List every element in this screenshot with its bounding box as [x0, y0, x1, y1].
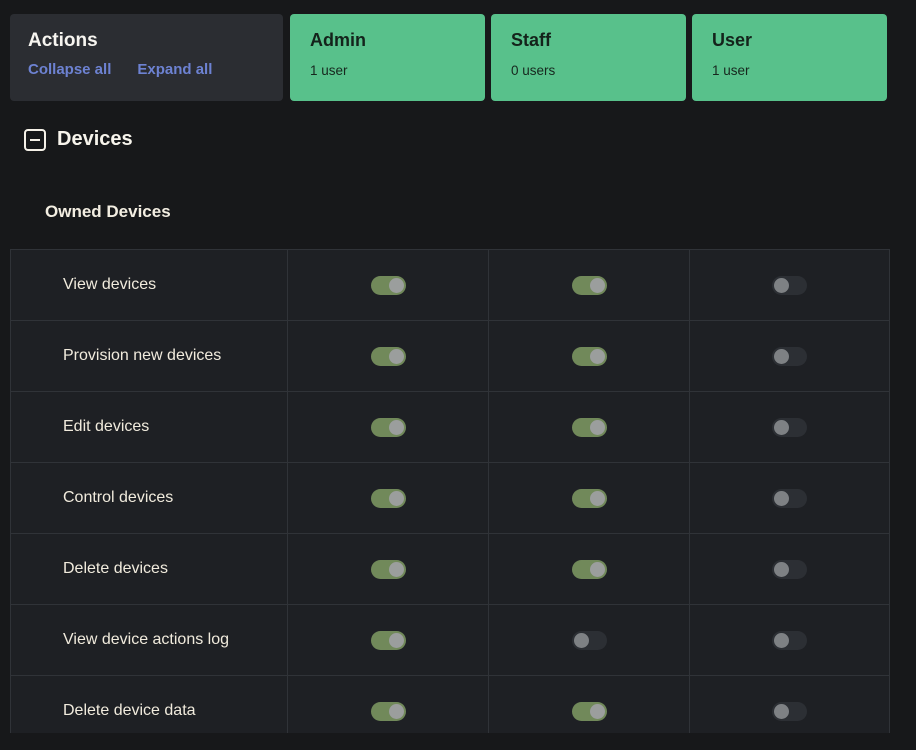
collapse-all-link[interactable]: Collapse all — [28, 61, 112, 78]
staff-toggle[interactable] — [571, 559, 607, 579]
permissions-table: View devices Provision new devices Edit de… — [10, 249, 890, 733]
role-count: 0 users — [511, 63, 556, 78]
header-row: Actions Collapse all Expand all Admin 1 … — [0, 0, 916, 101]
devices-section-header: Devices — [24, 128, 916, 151]
toggle-knob — [774, 348, 789, 364]
role-card-admin[interactable]: Admin 1 user — [290, 14, 485, 101]
toggle-knob — [388, 632, 404, 648]
toggle-knob — [589, 348, 605, 364]
toggle-knob — [589, 419, 605, 435]
permission-row: Delete devices — [11, 534, 889, 605]
toggle-knob — [388, 561, 404, 577]
permission-label: Edit devices — [63, 418, 150, 435]
admin-toggle[interactable] — [370, 346, 406, 366]
admin-toggle[interactable] — [370, 417, 406, 437]
toggle-knob — [388, 348, 404, 364]
toggle-knob — [589, 561, 605, 577]
staff-toggle[interactable] — [571, 701, 607, 721]
toggle-knob — [589, 490, 605, 506]
permission-label: Delete device data — [63, 702, 196, 719]
actions-panel: Actions Collapse all Expand all — [10, 14, 283, 101]
toggle-cell-user — [689, 534, 889, 604]
permission-row: View devices — [11, 250, 889, 321]
admin-toggle[interactable] — [370, 559, 406, 579]
toggle-cell-admin — [287, 392, 488, 462]
actions-links: Collapse all Expand all — [28, 61, 265, 78]
user-toggle[interactable] — [772, 701, 807, 721]
toggle-cell-user — [689, 250, 889, 320]
toggle-cell-staff — [488, 463, 689, 533]
toggle-cell-user — [689, 676, 889, 733]
toggle-cell-admin — [287, 321, 488, 391]
toggle-knob — [774, 632, 789, 648]
toggle-cell-staff — [488, 676, 689, 733]
toggle-cell-user — [689, 605, 889, 675]
toggle-knob — [388, 277, 404, 293]
toggle-knob — [774, 703, 789, 719]
toggle-knob — [573, 632, 589, 648]
staff-toggle[interactable] — [571, 346, 607, 366]
toggle-knob — [388, 703, 404, 719]
toggle-cell-admin — [287, 676, 488, 733]
user-toggle[interactable] — [772, 346, 807, 366]
actions-panel-title: Actions — [28, 30, 98, 51]
toggle-cell-staff — [488, 321, 689, 391]
role-count: 1 user — [712, 63, 750, 78]
minus-square-icon[interactable] — [24, 128, 46, 151]
toggle-cell-staff — [488, 605, 689, 675]
permission-row: Delete device data — [11, 676, 889, 733]
role-name: User — [712, 30, 753, 50]
permission-row: View device actions log — [11, 605, 889, 676]
toggle-knob — [388, 419, 404, 435]
permission-label: View devices — [63, 276, 157, 293]
role-card-user[interactable]: User 1 user — [692, 14, 887, 101]
expand-all-link[interactable]: Expand all — [137, 61, 213, 78]
toggle-cell-admin — [287, 250, 488, 320]
toggle-cell-user — [689, 392, 889, 462]
staff-toggle[interactable] — [571, 488, 607, 508]
toggle-knob — [774, 561, 789, 577]
toggle-knob — [589, 703, 605, 719]
toggle-cell-admin — [287, 463, 488, 533]
toggle-cell-user — [689, 463, 889, 533]
toggle-cell-admin — [287, 605, 488, 675]
toggle-cell-admin — [287, 534, 488, 604]
permission-label: Delete devices — [63, 560, 168, 577]
role-name: Admin — [310, 30, 366, 50]
permission-label: Provision new devices — [63, 347, 222, 364]
admin-toggle[interactable] — [370, 275, 406, 295]
toggle-knob — [589, 277, 605, 293]
user-toggle[interactable] — [772, 559, 807, 579]
toggle-cell-staff — [488, 250, 689, 320]
permission-row: Edit devices — [11, 392, 889, 463]
toggle-knob — [388, 490, 404, 506]
admin-toggle[interactable] — [370, 630, 406, 650]
user-toggle[interactable] — [772, 417, 807, 437]
toggle-knob — [774, 277, 789, 293]
permission-row: Provision new devices — [11, 321, 889, 392]
staff-toggle[interactable] — [571, 275, 607, 295]
toggle-cell-user — [689, 321, 889, 391]
admin-toggle[interactable] — [370, 701, 406, 721]
permission-row: Control devices — [11, 463, 889, 534]
user-toggle[interactable] — [772, 275, 807, 295]
admin-toggle[interactable] — [370, 488, 406, 508]
user-toggle[interactable] — [772, 630, 807, 650]
role-count: 1 user — [310, 63, 348, 78]
staff-toggle[interactable] — [571, 417, 607, 437]
role-card-staff[interactable]: Staff 0 users — [491, 14, 686, 101]
permission-label: Control devices — [63, 489, 174, 506]
toggle-cell-staff — [488, 392, 689, 462]
toggle-cell-staff — [488, 534, 689, 604]
toggle-knob — [774, 490, 789, 506]
owned-devices-heading: Owned Devices — [45, 202, 171, 221]
section-title: Devices — [57, 128, 133, 150]
role-name: Staff — [511, 30, 551, 50]
permission-label: View device actions log — [63, 631, 230, 648]
user-toggle[interactable] — [772, 488, 807, 508]
staff-toggle[interactable] — [571, 630, 607, 650]
toggle-knob — [774, 419, 789, 435]
